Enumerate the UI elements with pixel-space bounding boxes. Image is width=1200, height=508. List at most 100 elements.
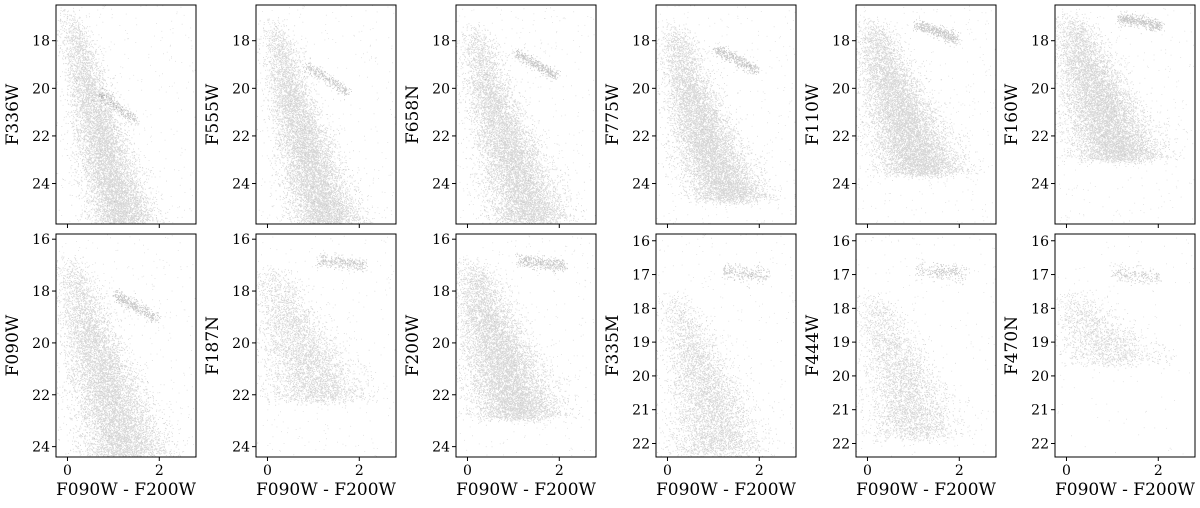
y-tick-label: 24 bbox=[32, 440, 50, 456]
x-tick-label: 0 bbox=[1062, 463, 1071, 479]
y-tick-label: 18 bbox=[632, 34, 650, 50]
panel-f775w: 18 20 22 24 F775W bbox=[603, 5, 810, 228]
x-axis-label: F090W - F200W bbox=[856, 480, 997, 500]
x-axis-label: F090W - F200W bbox=[1055, 480, 1196, 500]
y-axis-label: F775W bbox=[603, 83, 623, 145]
y-tick-label: 16 bbox=[632, 234, 650, 250]
x-tick-label: 0 bbox=[63, 463, 72, 479]
scatter-points bbox=[432, 7, 599, 228]
y-tick-label: 18 bbox=[632, 301, 650, 317]
y-tick-label: 20 bbox=[432, 336, 450, 352]
y-tick-label: 20 bbox=[32, 81, 50, 97]
x-tick-label: 2 bbox=[755, 463, 764, 479]
panel-f658n: 18 20 22 24 F658N bbox=[403, 5, 599, 229]
scatter-points bbox=[1045, 236, 1196, 454]
y-tick-label: 18 bbox=[1031, 301, 1049, 317]
y-tick-label: 24 bbox=[632, 177, 650, 193]
y-tick-label: 21 bbox=[632, 403, 650, 419]
scatter-points bbox=[649, 5, 810, 224]
y-tick-label: 18 bbox=[832, 301, 850, 317]
y-tick-label: 20 bbox=[32, 336, 50, 352]
panel-f444w: 16 17 18 19 20 21 22 0 2 F444W F090W - F200W bbox=[803, 234, 1011, 500]
x-tick-label: 0 bbox=[463, 463, 472, 479]
y-axis-label: F336W bbox=[3, 83, 23, 145]
axes-frame bbox=[256, 234, 396, 457]
y-tick-label: 18 bbox=[432, 284, 450, 300]
y-tick-label: 20 bbox=[232, 81, 250, 97]
y-tick-label: 16 bbox=[232, 232, 250, 248]
y-tick-label: 16 bbox=[32, 232, 50, 248]
y-tick-label: 22 bbox=[632, 129, 650, 145]
panel-f160w: 18 20 22 24 F160W bbox=[1002, 5, 1200, 228]
y-tick-label: 17 bbox=[832, 268, 850, 284]
x-tick-label: 0 bbox=[863, 463, 872, 479]
x-tick-label: 0 bbox=[263, 463, 272, 479]
y-tick-label: 22 bbox=[232, 129, 250, 145]
y-tick-label: 22 bbox=[232, 388, 250, 404]
y-tick-label: 20 bbox=[1031, 369, 1049, 385]
axes-frame bbox=[856, 234, 996, 457]
y-tick-label: 24 bbox=[232, 440, 250, 456]
y-axis-label: F160W bbox=[1002, 83, 1022, 145]
y-tick-label: 24 bbox=[832, 177, 850, 193]
y-axis-label: F110W bbox=[803, 83, 823, 145]
y-tick-label: 20 bbox=[832, 369, 850, 385]
y-tick-label: 22 bbox=[1031, 129, 1049, 145]
scatter-points bbox=[22, 234, 216, 464]
y-tick-label: 18 bbox=[832, 34, 850, 50]
x-tick-label: 2 bbox=[555, 463, 564, 479]
y-tick-label: 21 bbox=[1031, 403, 1049, 419]
y-tick-label: 24 bbox=[32, 177, 50, 193]
y-axis-label: F444W bbox=[803, 314, 823, 376]
y-tick-label: 18 bbox=[432, 34, 450, 50]
y-tick-label: 17 bbox=[632, 268, 650, 284]
y-tick-label: 18 bbox=[232, 34, 250, 50]
scatter-points bbox=[39, 5, 197, 232]
y-axis-label: F555W bbox=[203, 83, 223, 145]
scatter-points bbox=[843, 234, 1011, 458]
panel-f336w: 18 20 22 24 F336W bbox=[3, 5, 197, 232]
y-axis-label: F335M bbox=[603, 315, 623, 377]
x-tick-label: 2 bbox=[955, 463, 964, 479]
y-tick-label: 22 bbox=[432, 129, 450, 145]
y-tick-label: 19 bbox=[632, 335, 650, 351]
y-tick-label: 22 bbox=[832, 436, 850, 452]
y-tick-label: 16 bbox=[832, 234, 850, 250]
y-tick-label: 22 bbox=[32, 129, 50, 145]
y-tick-label: 22 bbox=[32, 388, 50, 404]
y-tick-label: 24 bbox=[1031, 177, 1049, 193]
y-tick-label: 18 bbox=[1031, 34, 1049, 50]
y-tick-label: 18 bbox=[232, 284, 250, 300]
x-tick-label: 2 bbox=[1154, 463, 1163, 479]
y-tick-label: 20 bbox=[432, 81, 450, 97]
x-axis-label: F090W - F200W bbox=[656, 480, 797, 500]
y-tick-label: 17 bbox=[1031, 268, 1049, 284]
y-tick-label: 20 bbox=[632, 81, 650, 97]
y-tick-label: 19 bbox=[832, 335, 850, 351]
y-tick-label: 20 bbox=[1031, 81, 1049, 97]
y-tick-label: 22 bbox=[432, 388, 450, 404]
y-tick-label: 21 bbox=[832, 403, 850, 419]
y-tick-label: 24 bbox=[432, 177, 450, 193]
y-axis-label: F200W bbox=[403, 314, 423, 376]
y-tick-label: 16 bbox=[1031, 234, 1049, 250]
x-axis-label: F090W - F200W bbox=[456, 480, 597, 500]
y-tick-label: 22 bbox=[1031, 436, 1049, 452]
x-axis-label: F090W - F200W bbox=[256, 480, 397, 500]
y-axis-label: F090W bbox=[3, 314, 23, 376]
y-tick-label: 20 bbox=[632, 369, 650, 385]
y-tick-label: 22 bbox=[832, 129, 850, 145]
y-tick-label: 16 bbox=[432, 232, 450, 248]
scatter-points bbox=[244, 236, 396, 457]
y-tick-label: 18 bbox=[32, 34, 50, 50]
y-tick-label: 18 bbox=[32, 284, 50, 300]
y-axis-label: F658N bbox=[403, 85, 423, 144]
